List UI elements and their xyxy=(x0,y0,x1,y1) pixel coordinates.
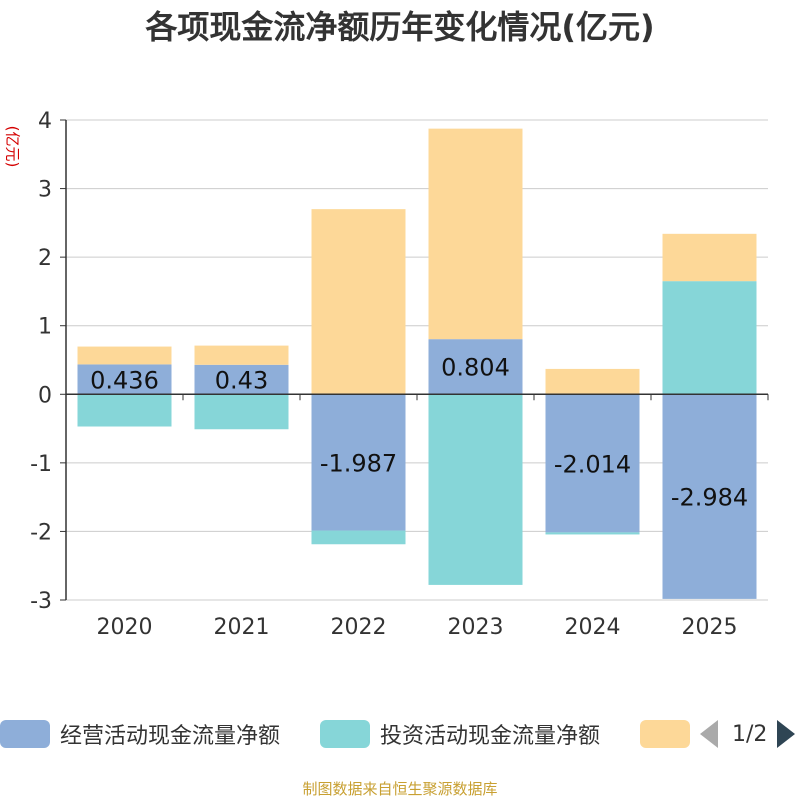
legend-swatch-operating xyxy=(0,720,50,748)
legend-label-operating: 经营活动现金流量净额 xyxy=(60,724,281,749)
bar-operating-2020 xyxy=(77,364,172,395)
y-tick-label: 1 xyxy=(38,315,52,340)
bar-investing-2021 xyxy=(194,394,289,430)
data-label-operating-2020: 0.436 xyxy=(90,366,159,394)
bar-financing-2020 xyxy=(77,346,172,365)
y-tick-label: 2 xyxy=(38,246,52,271)
x-tick-label-2021: 2021 xyxy=(214,615,270,640)
y-tick-label: 3 xyxy=(38,178,52,203)
y-tick-label: 4 xyxy=(38,109,52,134)
bar-operating-2022 xyxy=(311,394,406,531)
x-tick-label-2020: 2020 xyxy=(97,615,153,640)
data-label-operating-2025: -2.984 xyxy=(671,484,748,512)
x-tick-label-2023: 2023 xyxy=(448,615,504,640)
y-tick-label: -3 xyxy=(30,589,52,614)
bar-operating-2023 xyxy=(428,339,523,395)
data-label-operating-2024: -2.014 xyxy=(554,450,631,478)
chart-title: 各项现金流净额历年变化情况(亿元) xyxy=(145,8,655,46)
y-tick-label: 0 xyxy=(38,383,52,408)
bar-investing-2024 xyxy=(545,532,640,535)
bar-chart: 4 3 2 1 0 -1 -2 -3 2020 2021 2022 2023 2024 2025 0.436… xyxy=(30,109,769,640)
y-tick-label: -1 xyxy=(30,452,52,477)
legend-label-investing: 投资活动现金流量净额 xyxy=(380,724,601,749)
legend-swatch-financing xyxy=(640,720,690,748)
bar-investing-2025 xyxy=(662,281,757,395)
x-tick-label-2022: 2022 xyxy=(331,615,387,640)
data-label-operating-2021: 0.43 xyxy=(215,367,268,395)
bar-financing-2022 xyxy=(311,209,406,395)
pager-text: 1/2 xyxy=(732,721,768,747)
bar-financing-2021 xyxy=(194,345,289,365)
x-tick-label-2025: 2025 xyxy=(682,615,738,640)
bar-operating-2024 xyxy=(545,394,640,533)
bar-investing-2020 xyxy=(77,394,172,427)
legend-item-operating[interactable]: 经营活动现金流量净额 xyxy=(0,716,280,752)
bar-operating-2021 xyxy=(194,364,289,395)
data-label-operating-2023: 0.804 xyxy=(441,354,510,382)
legend-pager: 1/2 xyxy=(700,716,796,752)
data-label-operating-2022: -1.987 xyxy=(320,449,397,477)
x-tick-label-2024: 2024 xyxy=(565,615,621,640)
pager-prev-icon[interactable] xyxy=(700,720,718,748)
legend-swatch-investing xyxy=(320,720,370,748)
legend-item-investing[interactable]: 投资活动现金流量净额 xyxy=(320,716,600,752)
source-footer: 制图数据来自恒生聚源数据库 xyxy=(302,780,498,798)
bar-financing-2025 xyxy=(662,233,757,282)
legend: 经营活动现金流量净额 投资活动现金流量净额 1/2 xyxy=(0,716,800,756)
pager-next-icon[interactable] xyxy=(777,720,796,748)
bar-operating-2025 xyxy=(662,394,757,599)
bar-investing-2023 xyxy=(428,394,523,585)
y-tick-label: -2 xyxy=(30,520,52,545)
legend-item-financing[interactable] xyxy=(640,716,690,752)
bar-investing-2022 xyxy=(311,530,406,545)
bar-financing-2024 xyxy=(545,368,640,395)
bar-financing-2023 xyxy=(428,128,523,340)
